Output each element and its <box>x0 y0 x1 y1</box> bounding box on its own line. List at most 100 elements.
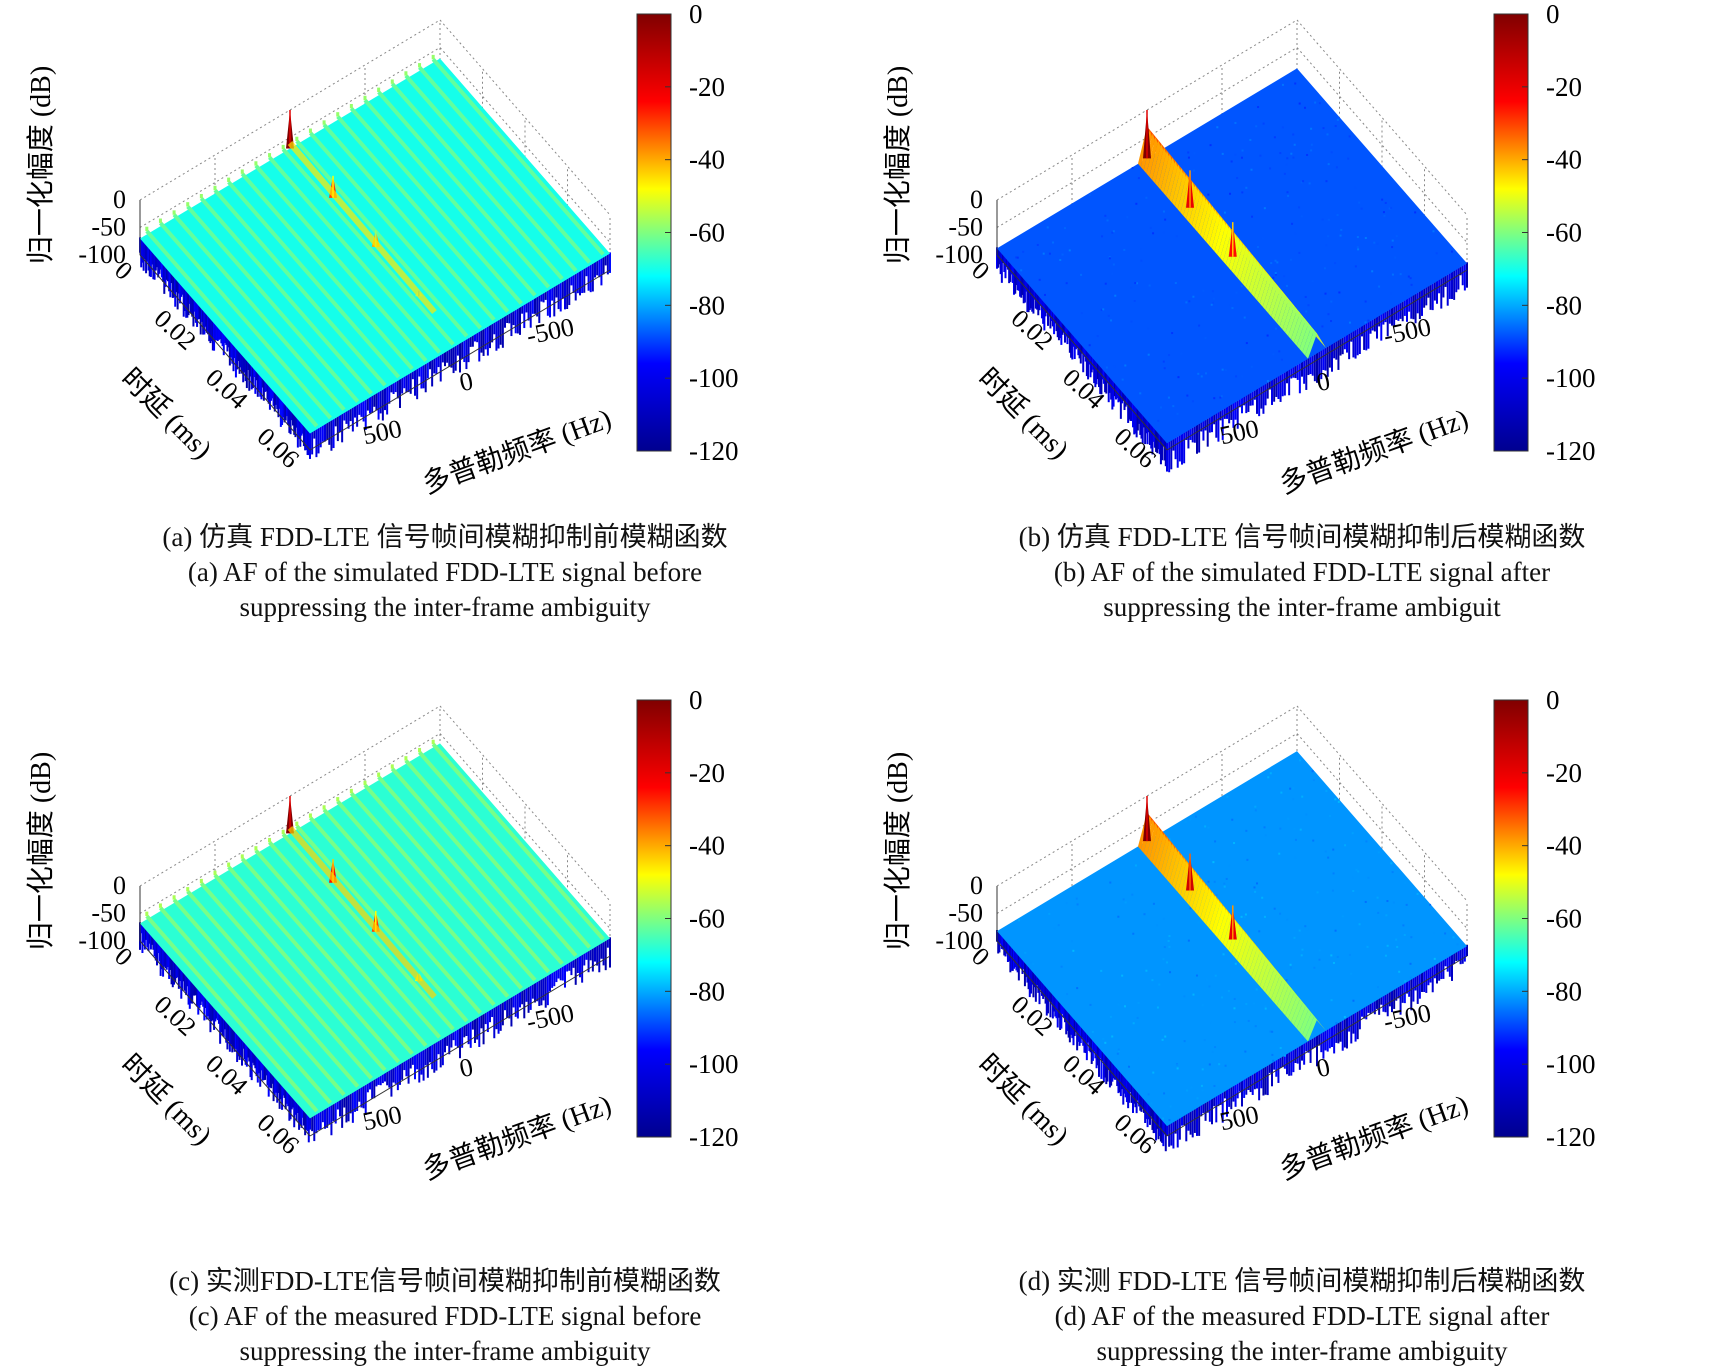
speckle-d-6 <box>1264 1005 1267 1008</box>
ridge-left-d-58 <box>1302 1012 1315 1039</box>
speckle-b-157 <box>1230 160 1233 163</box>
speckle-b-153 <box>1130 286 1133 289</box>
panel-b: 0 -50 -100 0 0.02 0.04 0.06 500 0 -500 归一化幅度 (dB) 时… <box>857 0 1713 686</box>
speckle-d-55 <box>1222 953 1225 956</box>
colorbar-tick-d-0: 0 <box>1546 686 1560 715</box>
speckle-b-182 <box>1283 172 1286 175</box>
speckle-d-40 <box>1433 957 1436 960</box>
ridge-left-b-5 <box>1152 143 1164 184</box>
speckle-b-253 <box>1193 152 1196 155</box>
speckle-b-197 <box>1080 273 1083 276</box>
speckle-b-231 <box>1323 267 1326 270</box>
speckle-d-2 <box>1091 1030 1094 1033</box>
speckle-b-249 <box>1240 156 1243 159</box>
speckle-b-259 <box>1231 307 1234 310</box>
speckle-b-122 <box>1251 215 1254 218</box>
speckle-b-192 <box>1220 395 1223 398</box>
speckle-d-172 <box>1176 1063 1179 1066</box>
speckle-b-137 <box>1321 325 1324 328</box>
stripe-c-19 <box>404 759 578 957</box>
speckle-b-163 <box>1255 125 1258 128</box>
ridge-left-d-4 <box>1149 826 1162 863</box>
speckle-d-205 <box>1264 834 1267 837</box>
speckle-d-196 <box>1128 1065 1131 1068</box>
speckle-b-73 <box>1134 282 1137 285</box>
speckle-d-65 <box>1384 954 1387 957</box>
colorbar-tick-d-5: -100 <box>1546 1049 1596 1079</box>
stripe-a-5 <box>213 188 387 387</box>
ridge-left-d-34 <box>1234 929 1247 961</box>
speckle-d-253 <box>1168 838 1171 841</box>
stripe-c-16 <box>363 783 537 982</box>
speckle-b-42 <box>1266 380 1269 383</box>
speckle-d-248 <box>1429 903 1432 906</box>
ridge-left-b-41 <box>1254 268 1266 301</box>
delay-axis-b <box>996 254 1168 451</box>
colorbar-tick-b-0: 0 <box>1546 0 1560 29</box>
speckle-d-119 <box>1201 1004 1204 1007</box>
speckle-d-140 <box>1325 789 1328 792</box>
speckle-b-229 <box>1330 300 1333 303</box>
speckle-b-3 <box>1124 364 1127 367</box>
speckle-b-235 <box>1354 265 1357 268</box>
speckle-d-58 <box>1328 814 1331 817</box>
speckle-d-91 <box>1117 1050 1120 1053</box>
speckle-d-35 <box>1254 1025 1257 1028</box>
speckle-d-142 <box>1402 924 1405 927</box>
speckle-b-47 <box>1304 295 1307 298</box>
speckle-d-185 <box>1214 840 1217 843</box>
speckle-b-6 <box>1327 218 1330 221</box>
ridge-left-b-35 <box>1237 247 1249 281</box>
speckle-d-24 <box>1355 868 1358 871</box>
ridge-left-d-14 <box>1177 860 1190 896</box>
speckle-d-252 <box>1057 924 1060 927</box>
speckle-d-31 <box>1348 953 1351 956</box>
speckle-b-21 <box>1276 261 1279 264</box>
speckle-b-191 <box>1177 376 1180 379</box>
speckle-d-53 <box>1280 791 1283 794</box>
speckle-d-41 <box>1189 818 1192 821</box>
speckle-d-70 <box>1076 903 1079 906</box>
speckle-d-137 <box>1162 958 1165 961</box>
speckle-b-40 <box>1364 321 1367 324</box>
speckle-d-171 <box>1169 1105 1172 1108</box>
speckle-d-206 <box>1377 911 1380 914</box>
speckle-b-144 <box>1302 180 1305 183</box>
speckle-b-242 <box>1330 320 1333 323</box>
delay-label-a: 时延 (ms) <box>115 362 218 465</box>
ridge-left-b-54 <box>1291 312 1303 343</box>
stripe-c-4 <box>199 881 373 1080</box>
speckle-b-26 <box>1135 282 1138 285</box>
stripe-c-5 <box>213 873 387 1072</box>
speckle-b-119 <box>1391 246 1394 249</box>
speckle-b-53 <box>1207 193 1210 196</box>
speckle-b-90 <box>1172 405 1175 408</box>
colorbar-tick-b-5: -100 <box>1546 363 1596 393</box>
speckle-b-23 <box>1262 122 1265 125</box>
stripe-a-20 <box>418 66 592 264</box>
speckle-b-116 <box>1126 216 1129 219</box>
speckle-d-200 <box>1207 826 1210 829</box>
speckle-d-9 <box>1366 945 1369 948</box>
speckle-d-226 <box>1319 1028 1322 1031</box>
surface-skirt-c <box>139 922 611 1143</box>
colorbar-tick-a-3: -60 <box>689 218 725 248</box>
speckle-b-44 <box>1274 273 1277 276</box>
speckle-d-212 <box>1337 800 1340 803</box>
delay-label-d: 时延 (ms) <box>972 1048 1075 1151</box>
speckle-d-228 <box>1271 1053 1274 1056</box>
doppler-tick-a-1: 0 <box>457 366 476 397</box>
speckle-b-10 <box>1162 210 1165 213</box>
speckle-d-104 <box>1404 882 1407 885</box>
speckle-b-113 <box>1279 152 1282 155</box>
speckle-b-34 <box>1274 259 1277 262</box>
speckle-d-98 <box>1208 985 1211 988</box>
speckle-b-188 <box>1147 353 1150 356</box>
ridge-left-b-40 <box>1251 264 1264 298</box>
speckle-d-227 <box>1018 919 1021 922</box>
speckle-d-160 <box>1350 972 1353 975</box>
colorbar-tick-a-1: -20 <box>689 72 725 102</box>
speckle-d-151 <box>1030 961 1033 964</box>
speckle-d-77 <box>1162 917 1165 920</box>
box-top-c-0 <box>139 705 441 887</box>
